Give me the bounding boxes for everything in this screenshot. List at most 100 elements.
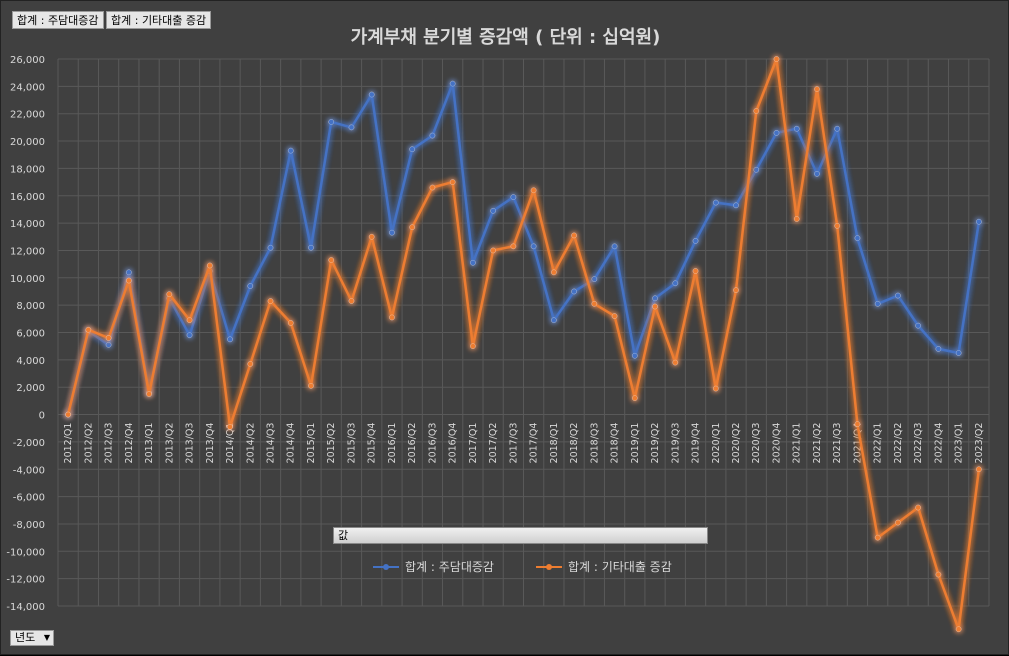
x-tick-label: 2018/Q3 — [589, 423, 600, 464]
data-point — [490, 207, 496, 214]
y-tick-label: 26,000 — [10, 55, 45, 66]
y-tick-label: -12,000 — [6, 575, 45, 586]
legend-swatch-other-loans — [535, 561, 562, 573]
y-tick-label: 8,000 — [16, 301, 45, 312]
data-point — [308, 244, 314, 251]
data-point — [915, 322, 922, 329]
x-tick-label: 2013/Q4 — [205, 423, 216, 464]
data-point — [672, 280, 679, 287]
data-point — [793, 216, 800, 222]
legend-label-mortgage: 합계 : 주담대증감 — [405, 560, 494, 574]
data-point — [490, 247, 496, 254]
data-point — [287, 147, 294, 154]
data-point — [611, 313, 618, 319]
data-point — [368, 91, 375, 98]
data-point — [773, 56, 780, 62]
x-tick-label: 2014/Q3 — [266, 423, 277, 464]
x-tick-label: 2018/Q2 — [569, 423, 580, 464]
data-point — [733, 287, 739, 293]
data-point — [449, 80, 456, 87]
data-point — [328, 119, 335, 125]
data-point — [429, 184, 436, 191]
data-point — [510, 243, 517, 250]
x-tick-label: 2019/Q3 — [670, 423, 681, 464]
y-axis-labels: -14,000 -12,000 -10,000 -8,000 -6,000 -4,000 -… — [6, 55, 45, 613]
x-tick-label: 2020/Q1 — [711, 423, 722, 464]
x-tick-label: 2014/Q1 — [225, 423, 236, 464]
data-point — [530, 187, 537, 194]
series-line-2 — [66, 57, 981, 631]
data-point — [834, 222, 841, 229]
y-tick-label: -4,000 — [13, 465, 45, 476]
data-point — [368, 233, 375, 240]
data-point — [976, 466, 982, 473]
data-point — [712, 199, 719, 206]
data-point — [510, 194, 517, 200]
data-point — [429, 132, 436, 139]
data-point — [267, 298, 274, 304]
y-tick-label: 24,000 — [10, 82, 45, 93]
x-tick-label: 2020/Q3 — [751, 423, 762, 464]
data-point — [874, 534, 881, 541]
x-tick-label: 2014/Q2 — [245, 423, 256, 464]
data-point — [712, 385, 719, 392]
year-filter-button[interactable]: 년도 ▼ — [10, 630, 54, 646]
values-field-button[interactable]: 값 — [333, 527, 708, 544]
data-point — [186, 332, 193, 339]
data-point — [955, 626, 962, 633]
data-point — [227, 336, 233, 343]
data-point — [935, 571, 942, 578]
data-point — [125, 269, 132, 276]
data-point — [166, 291, 173, 298]
data-point — [915, 504, 922, 511]
gridlines — [57, 58, 990, 607]
data-point — [470, 343, 476, 350]
y-tick-label: 20,000 — [10, 137, 45, 148]
x-tick-label: 2019/Q1 — [630, 423, 641, 464]
data-point — [631, 352, 638, 359]
data-point — [672, 359, 679, 366]
y-tick-label: -8,000 — [13, 520, 45, 531]
data-point — [449, 179, 456, 185]
legend-item-mortgage: 합계 : 주담대증감 — [373, 558, 494, 575]
legend: 합계 : 주담대증감 합계 : 기타대출 증감 — [373, 558, 672, 575]
y-tick-label: 10,000 — [10, 274, 45, 285]
data-point — [773, 129, 780, 136]
x-tick-label: 2022/Q1 — [873, 423, 884, 464]
data-point — [874, 300, 881, 307]
data-point — [146, 391, 152, 397]
data-point — [895, 519, 901, 526]
y-tick-label: 18,000 — [10, 164, 45, 175]
data-point — [247, 361, 254, 367]
data-point — [125, 277, 132, 284]
data-point — [793, 125, 800, 132]
x-tick-label: 2021/Q3 — [832, 423, 843, 464]
x-tick-label: 2012/Q1 — [63, 423, 74, 464]
chart-title: 가계부채 분기별 증감액 ( 단위 : 십억원) — [350, 27, 661, 48]
data-point — [753, 108, 760, 114]
data-point — [348, 124, 355, 131]
y-tick-label: 16,000 — [10, 192, 45, 203]
x-tick-label: 2016/Q4 — [448, 423, 459, 464]
x-tick-label: 2022/Q4 — [933, 423, 944, 464]
data-point — [530, 243, 537, 250]
x-tick-label: 2015/Q1 — [306, 423, 317, 464]
x-tick-label: 2017/Q2 — [488, 423, 499, 464]
data-point — [186, 317, 193, 324]
field-button-mortgage[interactable]: 합계 : 주담대증감 — [12, 11, 104, 29]
x-tick-label: 2023/Q2 — [974, 423, 985, 464]
data-point — [814, 171, 820, 177]
data-point — [206, 262, 213, 269]
x-tick-label: 2013/Q3 — [185, 423, 196, 464]
x-tick-label: 2020/Q2 — [731, 423, 742, 464]
field-button-other-loans[interactable]: 합계 : 기타대출 증감 — [106, 11, 212, 29]
data-point — [389, 314, 395, 321]
x-tick-label: 2021/Q1 — [792, 423, 803, 464]
data-point — [247, 283, 254, 289]
data-point — [652, 303, 658, 310]
data-point — [227, 424, 233, 430]
data-point — [105, 341, 112, 348]
dropdown-arrow-icon: ▼ — [43, 633, 50, 642]
x-tick-label: 2012/Q3 — [104, 423, 115, 464]
